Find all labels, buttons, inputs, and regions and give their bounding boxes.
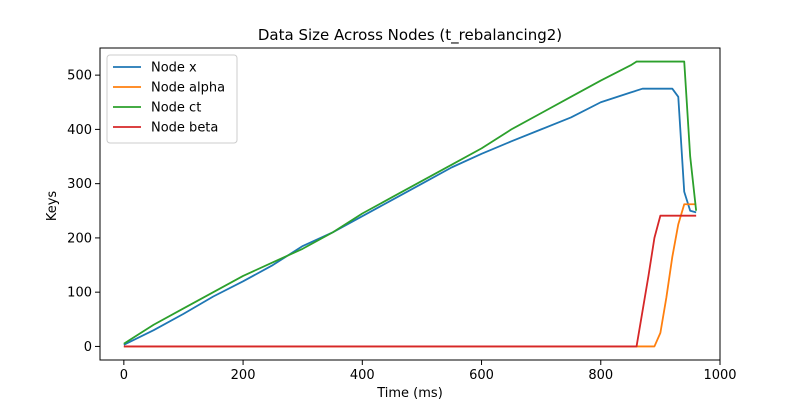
- legend-entry: Node x: [151, 61, 197, 76]
- legend-entry: Node ct: [151, 101, 201, 116]
- series-line-node-alpha: [123, 203, 697, 348]
- y-tick-label: 300: [67, 177, 92, 192]
- y-axis: 0 100 200 300 400 500: [67, 69, 100, 355]
- legend: Node x Node alpha Node ct Node beta: [106, 54, 238, 144]
- x-tick-label: 400: [350, 368, 375, 383]
- y-tick-label: 500: [67, 69, 92, 84]
- legend-box: [106, 54, 238, 144]
- x-tick-label: 200: [231, 368, 256, 383]
- y-tick-label: 400: [67, 123, 92, 138]
- y-tick-label: 200: [67, 231, 92, 246]
- y-tick-label: 0: [84, 340, 92, 355]
- series-line-node-beta: [123, 214, 697, 348]
- series-line-node-x: [123, 87, 697, 346]
- x-axis-label: Time (ms): [376, 386, 443, 400]
- x-axis: 0 200 400 600 800 1000: [120, 360, 737, 383]
- y-axis-label: Keys: [45, 191, 60, 222]
- legend-entry: Node beta: [151, 121, 218, 136]
- x-tick-label: 0: [120, 368, 128, 383]
- plot-area: [123, 60, 698, 348]
- x-tick-label: 600: [469, 368, 494, 383]
- legend-entry: Node alpha: [151, 81, 225, 96]
- plot-frame: [99, 47, 721, 361]
- x-tick-label: 800: [588, 368, 613, 383]
- x-tick-label: 1000: [703, 368, 736, 383]
- series-line-node-ct: [123, 60, 698, 345]
- chart-title: Data Size Across Nodes (t_rebalancing2): [258, 26, 562, 45]
- y-tick-label: 100: [67, 286, 92, 301]
